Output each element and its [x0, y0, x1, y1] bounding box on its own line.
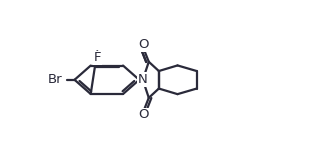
Text: N: N	[138, 73, 148, 86]
Text: Br: Br	[48, 73, 62, 86]
Text: O: O	[139, 108, 149, 121]
Text: F: F	[94, 51, 101, 64]
Text: O: O	[139, 38, 149, 51]
